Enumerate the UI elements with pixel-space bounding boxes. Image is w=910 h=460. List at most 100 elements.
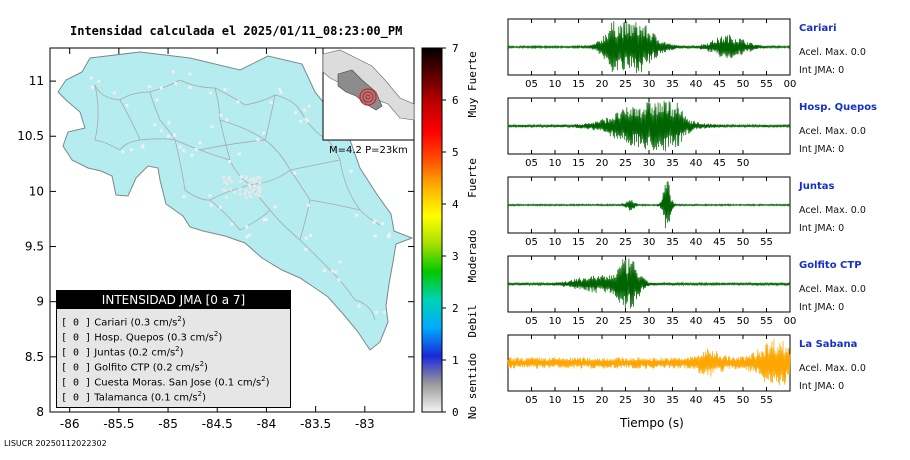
colorbar-tick-label: 7: [452, 42, 459, 55]
road: [149, 91, 161, 121]
town-marker: [306, 119, 310, 123]
town-marker: [182, 195, 186, 199]
road: [119, 99, 141, 141]
map-x-tick-label: -84: [257, 417, 277, 431]
town-marker: [240, 175, 244, 179]
town-marker: [387, 232, 391, 236]
waveform-tick-label: 05: [525, 395, 538, 406]
town-marker: [373, 234, 377, 238]
town-marker: [166, 134, 170, 138]
colorbar-tick-label: 6: [452, 94, 459, 107]
map-x-tick-label: -83.5: [300, 417, 331, 431]
town-marker: [188, 86, 192, 90]
waveform-tick-label: 10: [549, 79, 562, 90]
town-marker: [178, 145, 182, 149]
town-marker: [254, 192, 258, 196]
town-marker: [304, 236, 308, 240]
intensity-colorbar: 0 1 2 3 4 5 6 7 No sentido Debil Moderado Fuerte Mu…: [421, 42, 479, 419]
road: [209, 199, 241, 231]
town-marker: [223, 88, 227, 92]
legend-item-level: [ 0 ]: [61, 317, 92, 329]
legend-items: [ 0 ] Cariari (0.3 cm/s2)[ 0 ] Hosp. Que…: [57, 309, 290, 404]
legend-item-unit-exp: 2: [261, 375, 266, 383]
station-acel-max: Acel. Max. 0.0: [799, 205, 866, 216]
road: [264, 139, 291, 171]
town-marker: [245, 175, 249, 179]
colorbar-category-label: Muy Fuerte: [466, 51, 479, 117]
town-marker: [304, 247, 308, 251]
town-marker: [322, 269, 326, 273]
station-acel-max: Acel. Max. 0.0: [799, 126, 866, 137]
town-marker: [299, 119, 303, 123]
town-marker: [381, 222, 385, 226]
waveform-tick-label: 20: [596, 316, 609, 327]
legend-item-level: [ 0 ]: [61, 377, 92, 389]
town-marker: [90, 85, 94, 89]
town-marker: [337, 278, 341, 282]
waveform-tick-label: 30: [643, 79, 656, 90]
town-marker: [221, 188, 225, 192]
waveform-tick-label: 10: [549, 237, 562, 248]
town-marker: [210, 125, 214, 129]
legend-item-value: (0.2 cm/s: [152, 362, 200, 374]
legend-item-value: (0.1 cm/s: [150, 392, 198, 404]
waveform-tick-label: 50: [737, 158, 750, 169]
road: [209, 184, 251, 201]
town-marker: [159, 86, 163, 90]
station-acel-max: Acel. Max. 0.0: [799, 363, 866, 374]
town-marker: [89, 76, 93, 80]
road: [249, 184, 271, 211]
map-y-tick-label: 9.5: [25, 240, 44, 254]
road: [269, 209, 301, 241]
town-marker: [373, 219, 377, 223]
waveform-tick-label: 15: [572, 158, 585, 169]
town-marker: [338, 260, 342, 264]
town-marker: [223, 188, 227, 192]
town-marker: [294, 111, 298, 115]
waveform-tick-label: 40: [690, 158, 703, 169]
town-marker: [258, 181, 262, 185]
waveform-tick-label: 45: [713, 79, 726, 90]
town-marker: [248, 183, 252, 187]
legend-item-value: (0.3 cm/s: [130, 317, 178, 329]
map-x-tick-label: -85: [158, 417, 178, 431]
waveform-tick-label: 40: [690, 237, 703, 248]
waveform-tick-label: 00: [784, 316, 797, 327]
road: [289, 169, 311, 201]
colorbar-tick-label: 0: [452, 406, 459, 419]
town-marker: [254, 179, 258, 183]
town-marker: [262, 131, 266, 135]
map-y-tick-label: 9: [36, 295, 44, 309]
waveform-tick-label: 25: [619, 395, 632, 406]
colorbar-tick-label: 3: [452, 250, 459, 263]
legend-item-close: ): [181, 317, 186, 329]
town-marker: [208, 193, 212, 197]
waveform-panels: 05 10 15 20 25 30 35 40 45 50 55 00 05 10 15 20 25 30 35 40…: [507, 18, 797, 406]
time-axis-label: Tiempo (s): [620, 416, 684, 430]
waveform-tick-label: 25: [619, 158, 632, 169]
legend-item-level: [ 0 ]: [61, 392, 92, 404]
waveform-tick-label: 15: [572, 395, 585, 406]
waveform-tick-label: 25: [619, 237, 632, 248]
town-marker: [222, 175, 226, 179]
colorbar-tick-label: 1: [452, 354, 459, 367]
legend-item-unit-exp: 2: [213, 330, 219, 338]
town-marker: [236, 100, 240, 104]
town-marker: [245, 225, 249, 229]
town-marker: [244, 196, 248, 200]
waveform-panel: 05 10 15 20 25 30 35 40 45 50 55 00: [507, 18, 796, 90]
waveform-tick-label: 25: [619, 79, 632, 90]
road: [299, 239, 331, 271]
road: [219, 119, 231, 161]
town-marker: [171, 70, 175, 74]
town-marker: [172, 133, 176, 137]
town-marker: [257, 190, 261, 194]
road: [299, 199, 311, 241]
location-inset: M=4.2 P=23km: [322, 47, 415, 156]
waveform-tick-label: 50: [737, 395, 750, 406]
town-marker: [209, 203, 213, 207]
legend-item-close: ): [179, 347, 184, 359]
legend-item-close: ): [218, 332, 223, 344]
legend-item-name: Golfito CTP: [91, 362, 153, 374]
town-marker: [228, 159, 232, 163]
